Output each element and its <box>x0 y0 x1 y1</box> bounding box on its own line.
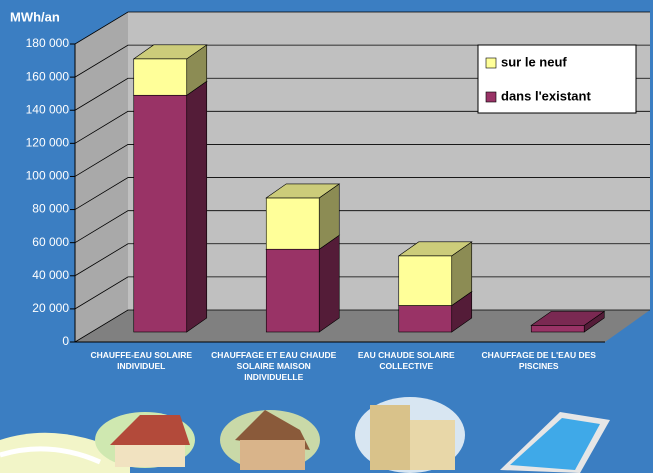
chart: MWh/an sur le neuf dans l'existant 0 20 00… <box>0 0 653 473</box>
bar-segment <box>266 249 319 332</box>
building-illustration <box>355 397 465 473</box>
legend-label: sur le neuf <box>501 54 567 69</box>
page: {"chart_data": {"type": "bar3d-stacked",… <box>0 0 653 473</box>
x-tick-label: CHAUFFE-EAU SOLAIRE INDIVIDUEL <box>77 350 205 372</box>
bar-segment <box>266 198 319 249</box>
legend-swatch <box>486 92 496 102</box>
bar-segment <box>134 59 187 95</box>
y-tick-label: 40 000 <box>32 268 69 282</box>
pool-illustration <box>500 412 610 473</box>
bar-segment <box>134 95 187 332</box>
house-illustration <box>95 412 195 468</box>
bar-segment <box>399 306 452 332</box>
bar-side <box>187 81 207 332</box>
y-tick-label: 60 000 <box>32 235 69 249</box>
bar-side <box>319 235 339 332</box>
y-tick-label: 100 000 <box>26 169 70 183</box>
bar-segment <box>531 325 584 332</box>
y-tick-label: 20 000 <box>32 301 69 315</box>
y-axis-title: MWh/an <box>10 9 60 24</box>
bar-segment <box>399 256 452 306</box>
y-tick-label: 120 000 <box>26 136 70 150</box>
x-tick-label: CHAUFFAGE DE L'EAU DES PISCINES <box>475 350 603 372</box>
legend-swatch <box>486 58 496 68</box>
villa-illustration <box>220 410 320 470</box>
y-tick-label: 160 000 <box>26 69 70 83</box>
y-tick-label: 80 000 <box>32 202 69 216</box>
x-tick-label: EAU CHAUDE SOLAIRE COLLECTIVE <box>342 350 470 372</box>
y-tick-label: 180 000 <box>26 36 70 50</box>
x-tick-label: CHAUFFAGE ET EAU CHAUDE SOLAIRE MAISON I… <box>210 350 338 383</box>
y-tick-label: 140 000 <box>26 102 70 116</box>
y-tick-label: 0 <box>62 334 69 348</box>
legend-label: dans l'existant <box>501 88 591 103</box>
